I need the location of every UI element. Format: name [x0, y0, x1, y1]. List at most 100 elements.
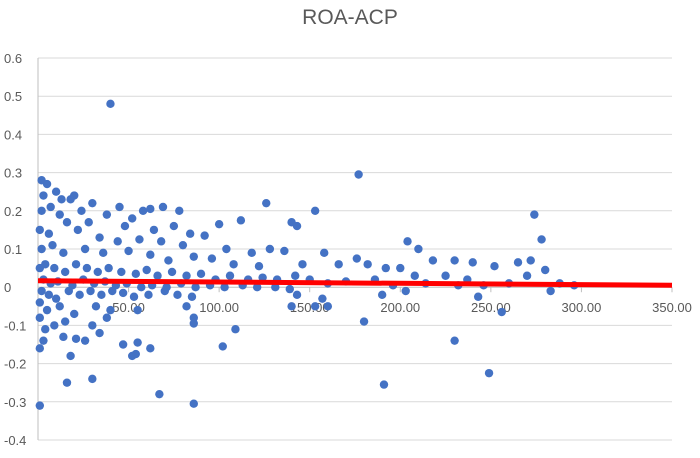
x-tick-label: 150.00: [290, 300, 330, 315]
data-point: [86, 286, 95, 296]
data-point: [258, 273, 267, 282]
data-point: [37, 206, 46, 215]
y-tick-label: -0.3: [4, 395, 26, 410]
data-point: [530, 210, 539, 219]
data-point: [51, 187, 61, 196]
data-point: [115, 202, 124, 212]
data-point: [352, 254, 362, 263]
data-point: [50, 321, 59, 330]
data-point: [75, 290, 84, 300]
data-point: [41, 260, 50, 269]
data-point: [265, 244, 275, 254]
data-point: [191, 283, 200, 292]
data-point: [146, 344, 155, 353]
data-point: [146, 250, 155, 259]
data-point: [484, 368, 494, 378]
data-point: [428, 256, 438, 265]
data-point: [155, 389, 164, 399]
y-tick-label: 0.4: [4, 127, 22, 142]
data-point: [120, 221, 130, 231]
data-point: [77, 206, 86, 215]
data-point: [71, 334, 81, 343]
data-point: [225, 271, 235, 280]
data-point: [44, 229, 54, 238]
data-point: [410, 271, 419, 280]
x-tick-label: 100.00: [199, 300, 239, 315]
data-point: [381, 263, 390, 273]
data-point: [138, 206, 148, 215]
data-point: [175, 206, 184, 215]
data-point: [473, 292, 483, 301]
data-point: [537, 235, 546, 244]
data-point: [222, 244, 231, 254]
data-point: [91, 302, 101, 311]
data-point: [99, 248, 108, 258]
data-point: [513, 258, 523, 267]
data-point: [142, 265, 151, 275]
data-point: [156, 237, 166, 246]
y-tick-label: -0.2: [4, 357, 26, 372]
data-point: [80, 336, 90, 345]
data-point: [497, 307, 506, 317]
data-point: [55, 210, 64, 219]
data-point: [71, 260, 81, 269]
data-point: [62, 378, 72, 387]
data-point: [102, 210, 112, 219]
data-point: [334, 260, 343, 269]
data-point: [131, 269, 141, 279]
data-point: [133, 305, 142, 315]
data-point: [35, 298, 45, 307]
data-point: [164, 256, 173, 265]
data-point: [189, 252, 198, 261]
data-point: [37, 244, 46, 254]
data-point: [490, 261, 499, 271]
data-point: [37, 286, 46, 296]
y-tick-label: -0.4: [4, 433, 26, 448]
data-point: [42, 305, 52, 315]
data-point: [247, 248, 256, 258]
data-point: [42, 179, 52, 189]
data-point: [93, 267, 102, 277]
data-point: [187, 292, 197, 301]
x-tick-label: 200.00: [380, 300, 420, 315]
data-point: [35, 401, 45, 410]
gridlines: [38, 57, 672, 441]
data-point: [118, 340, 128, 349]
y-tick-label: 0.2: [4, 204, 22, 219]
data-point: [35, 225, 45, 235]
y-axis-labels: 0.6 0.5 0.4 0.3 0.2 0.1 0 -0.1 -0.2 -0.3 -0.4: [4, 51, 26, 448]
data-point: [379, 380, 389, 389]
data-point: [57, 195, 66, 204]
data-point: [127, 214, 137, 223]
data-point: [218, 342, 227, 351]
data-point: [441, 271, 450, 280]
data-point: [146, 204, 155, 214]
trendline: [37, 278, 673, 288]
data-point: [189, 399, 198, 408]
data-point: [50, 263, 59, 273]
data-point: [35, 344, 45, 353]
data-point: [59, 332, 68, 342]
data-point: [129, 292, 139, 301]
data-point: [287, 302, 296, 311]
data-point: [414, 244, 423, 254]
data-point: [262, 198, 271, 208]
data-point: [546, 286, 555, 296]
data-point: [84, 218, 93, 227]
data-point: [280, 246, 289, 256]
data-point: [298, 260, 307, 269]
y-tick-label: 0.1: [4, 242, 22, 257]
data-point: [131, 349, 141, 359]
data-point: [178, 240, 188, 250]
y-tick-label: -0.1: [4, 318, 26, 333]
data-point: [167, 267, 177, 277]
data-point: [66, 351, 75, 361]
data-point: [310, 206, 320, 215]
y-tick-label: 0.3: [4, 166, 22, 181]
data-point: [39, 336, 48, 345]
data-point: [271, 283, 280, 292]
data-point: [59, 248, 68, 258]
data-point: [468, 258, 477, 267]
data-point: [82, 263, 92, 273]
